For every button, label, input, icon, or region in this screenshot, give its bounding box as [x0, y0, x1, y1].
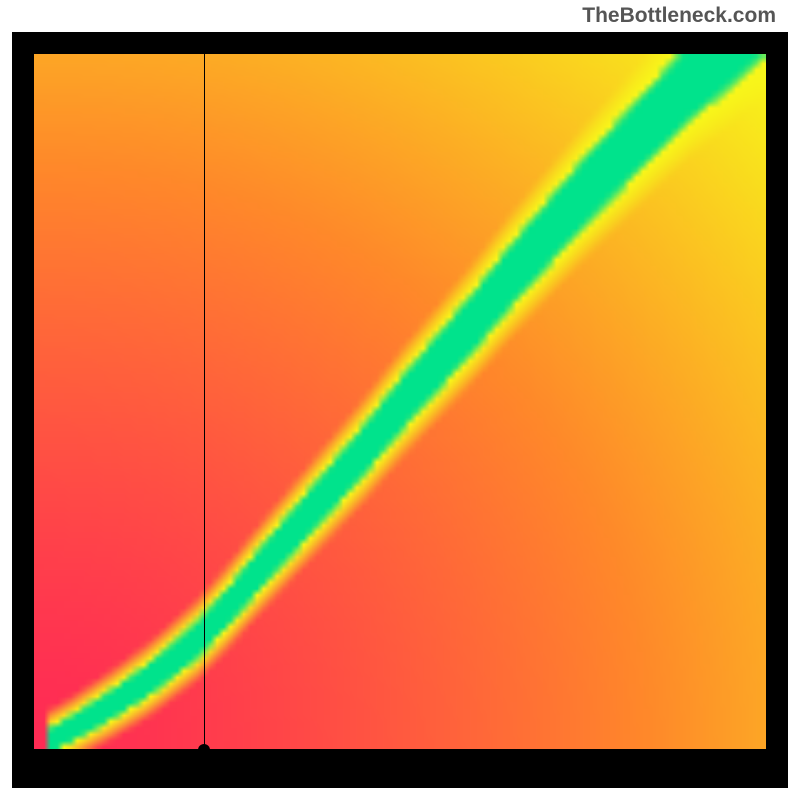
crosshair-horizontal — [34, 749, 766, 750]
heatmap-canvas — [34, 54, 766, 750]
plot-area — [34, 54, 766, 750]
crosshair-vertical — [204, 54, 205, 750]
chart-container: TheBottleneck.com — [0, 0, 800, 800]
plot-border — [12, 32, 788, 788]
attribution-text: TheBottleneck.com — [582, 4, 776, 28]
crosshair-marker — [198, 744, 210, 750]
